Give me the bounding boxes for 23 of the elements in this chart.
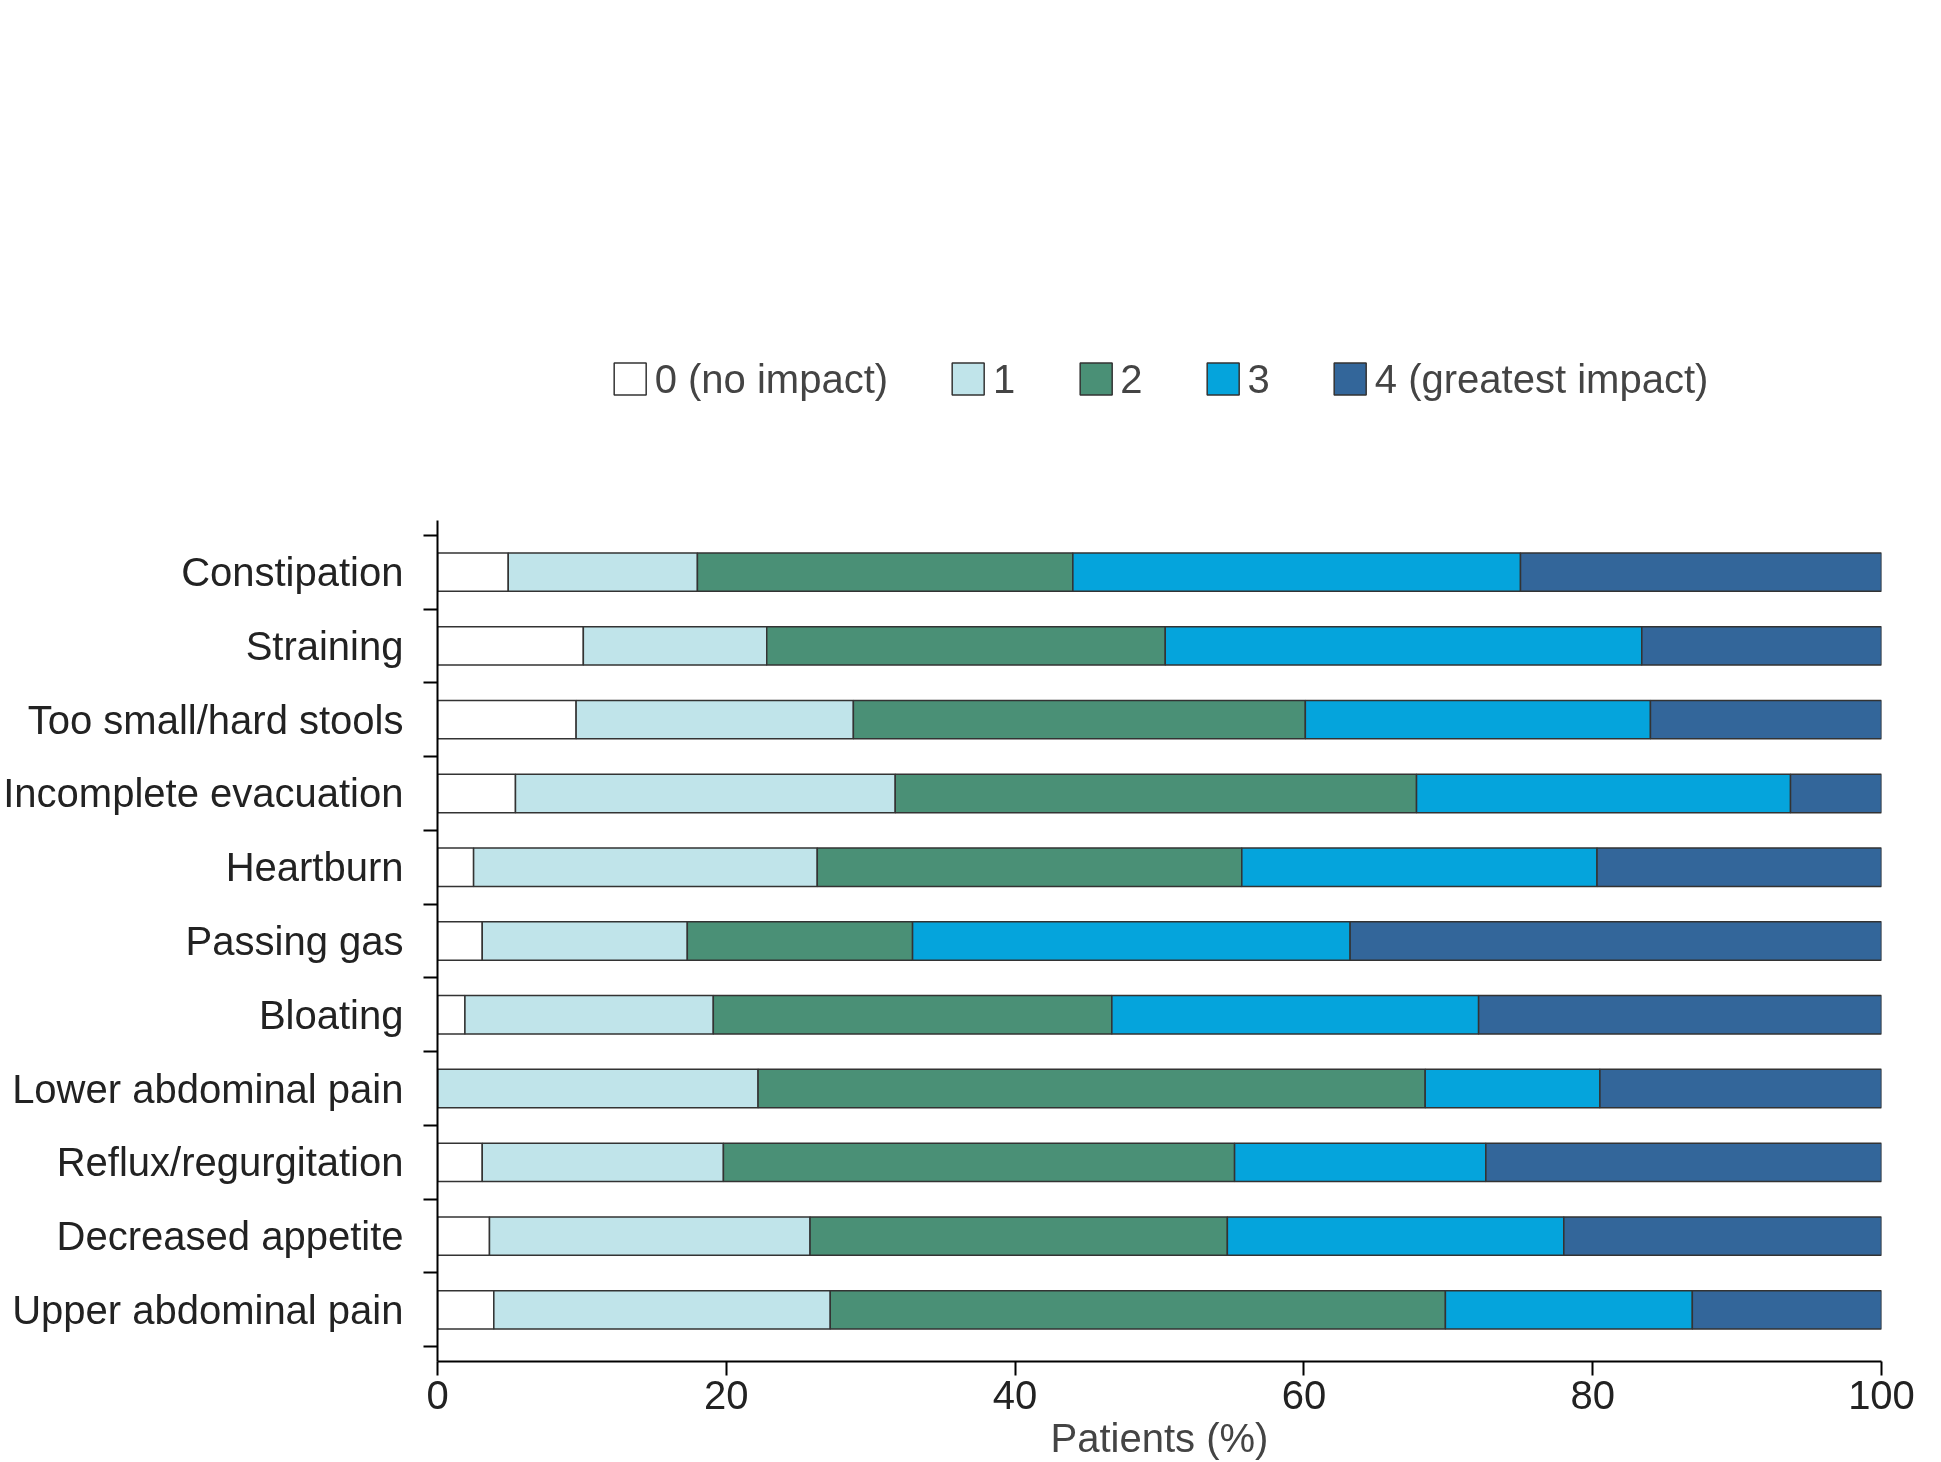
y-tick-label: Constipation <box>181 550 404 595</box>
y-tick-label: Lower abdominal pain <box>12 1066 404 1111</box>
x-tick-label: 80 <box>1570 1372 1615 1417</box>
y-tick-label: Too small/hard stools <box>27 697 404 742</box>
x-tick-label: 0 <box>426 1372 449 1417</box>
legend-label: 1 <box>993 356 1016 402</box>
legend-label: 4 (greatest impact) <box>1374 356 1709 402</box>
y-tick-label: Bloating <box>258 992 404 1037</box>
y-tick-label: Heartburn <box>225 845 404 890</box>
y-tick-label: Upper abdominal pain <box>12 1287 404 1332</box>
y-tick-label: Straining <box>245 623 404 668</box>
x-tick-label: 20 <box>704 1372 749 1417</box>
x-tick-label: 60 <box>1281 1372 1327 1417</box>
y-tick-label: Decreased appetite <box>56 1214 404 1259</box>
y-tick-label: Reflux/regurgitation <box>56 1140 404 1185</box>
x-tick-label: 100 <box>1848 1372 1915 1417</box>
y-tick-label: Incomplete evacuation <box>3 771 404 816</box>
x-axis-title: Patients (%) <box>1050 1415 1269 1460</box>
legend-label: 2 <box>1120 356 1143 402</box>
y-tick-label: Passing gas <box>185 919 404 963</box>
legend-label: 0 (no impact) <box>654 356 889 402</box>
x-tick-label: 40 <box>992 1372 1038 1417</box>
legend-label: 3 <box>1247 356 1270 402</box>
